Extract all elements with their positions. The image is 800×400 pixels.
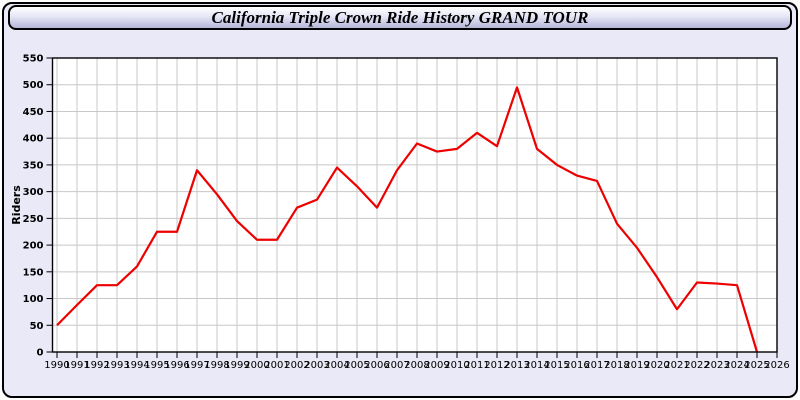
svg-text:2010: 2010	[444, 360, 469, 371]
svg-text:2011: 2011	[464, 360, 489, 371]
svg-text:150: 150	[23, 267, 44, 278]
svg-text:0: 0	[37, 348, 44, 359]
svg-text:350: 350	[23, 160, 44, 171]
plot-area	[52, 58, 777, 352]
svg-text:2022: 2022	[684, 360, 709, 371]
svg-text:1996: 1996	[164, 360, 189, 371]
svg-text:2007: 2007	[384, 360, 409, 371]
svg-text:2014: 2014	[524, 360, 549, 371]
svg-text:100: 100	[23, 294, 44, 305]
svg-text:2003: 2003	[304, 360, 329, 371]
svg-text:2018: 2018	[604, 360, 629, 371]
y-axis-title: Riders	[10, 185, 23, 225]
svg-text:2026: 2026	[764, 360, 789, 371]
svg-text:2024: 2024	[724, 360, 749, 371]
svg-text:2025: 2025	[744, 360, 769, 371]
svg-text:2008: 2008	[404, 360, 429, 371]
svg-text:500: 500	[23, 80, 44, 91]
svg-text:2012: 2012	[484, 360, 509, 371]
svg-text:1997: 1997	[184, 360, 209, 371]
axis-ticks	[46, 57, 778, 358]
svg-text:50: 50	[30, 321, 44, 332]
svg-text:450: 450	[23, 107, 44, 118]
riders-line	[56, 86, 759, 353]
svg-text:200: 200	[23, 241, 44, 252]
plot-border	[51, 57, 778, 353]
svg-text:2019: 2019	[624, 360, 649, 371]
y-axis-labels: 0 50 100 150 200 250 300 350 400 450 500 550	[23, 54, 44, 359]
svg-text:2020: 2020	[644, 360, 669, 371]
svg-text:250: 250	[23, 214, 44, 225]
title-bar: California Triple Crown Ride History GRA…	[8, 5, 792, 30]
svg-text:2021: 2021	[664, 360, 689, 371]
svg-text:2002: 2002	[284, 360, 309, 371]
svg-text:1998: 1998	[204, 360, 229, 371]
svg-text:2017: 2017	[584, 360, 609, 371]
svg-text:1990: 1990	[44, 360, 69, 371]
svg-text:400: 400	[23, 134, 44, 145]
svg-text:1992: 1992	[84, 360, 109, 371]
svg-text:1995: 1995	[144, 360, 169, 371]
page-title: California Triple Crown Ride History GRA…	[211, 7, 589, 27]
svg-text:1993: 1993	[104, 360, 129, 371]
svg-text:2023: 2023	[704, 360, 729, 371]
x-axis-labels: 1990199119921993199419951996199719981999…	[44, 360, 789, 371]
svg-text:1991: 1991	[64, 360, 89, 371]
svg-text:550: 550	[23, 54, 44, 65]
svg-text:2004: 2004	[324, 360, 349, 371]
svg-text:2016: 2016	[564, 360, 589, 371]
svg-text:1994: 1994	[124, 360, 149, 371]
svg-text:300: 300	[23, 187, 44, 198]
svg-text:2013: 2013	[504, 360, 529, 371]
svg-text:2015: 2015	[544, 360, 569, 371]
svg-text:1999: 1999	[224, 360, 249, 371]
svg-text:2009: 2009	[424, 360, 449, 371]
svg-text:2006: 2006	[364, 360, 389, 371]
svg-text:2001: 2001	[264, 360, 289, 371]
svg-text:2005: 2005	[344, 360, 369, 371]
svg-text:2000: 2000	[244, 360, 269, 371]
gridlines	[52, 58, 778, 352]
